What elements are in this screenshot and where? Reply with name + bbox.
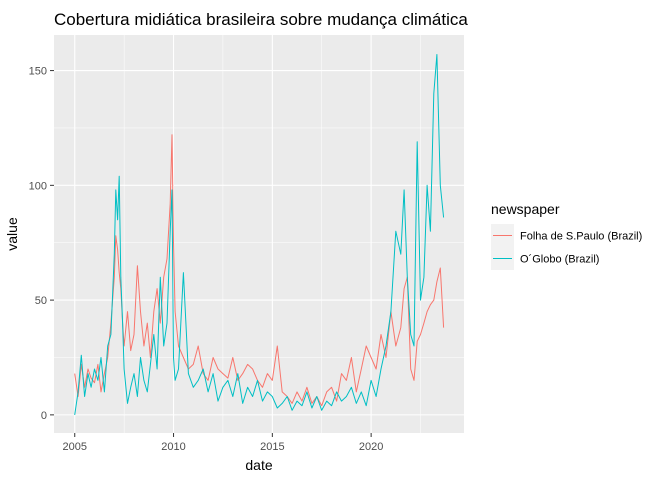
y-tick-label: 50 [35,295,47,307]
x-tick-label: 2010 [161,441,185,453]
series-layer [74,54,445,415]
y-tick-label: 100 [29,180,47,192]
series-line-0 [74,134,445,407]
y-tick-label: 150 [29,66,47,78]
x-axis-title: date [245,457,272,473]
x-tick-label: 2015 [260,441,284,453]
legend: newspaper Folha de S.Paulo (Brazil) O´Glo… [491,201,642,270]
legend-label: Folha de S.Paulo (Brazil) [520,231,642,243]
plot-panel [54,35,464,433]
chart-title: Cobertura midiática brasileira sobre mud… [54,10,468,29]
legend-label: O´Globo (Brazil) [520,254,599,266]
grid-lines [54,35,464,433]
series-line-1 [74,54,445,415]
x-tick-label: 2005 [63,441,87,453]
y-tick-label: 0 [41,410,47,422]
y-axis-title: value [4,217,20,251]
y-axis: 0 50 100 150 [29,66,54,422]
legend-title: newspaper [491,201,560,217]
x-tick-label: 2020 [359,441,383,453]
x-axis: 2005 2010 2015 2020 [63,433,383,453]
